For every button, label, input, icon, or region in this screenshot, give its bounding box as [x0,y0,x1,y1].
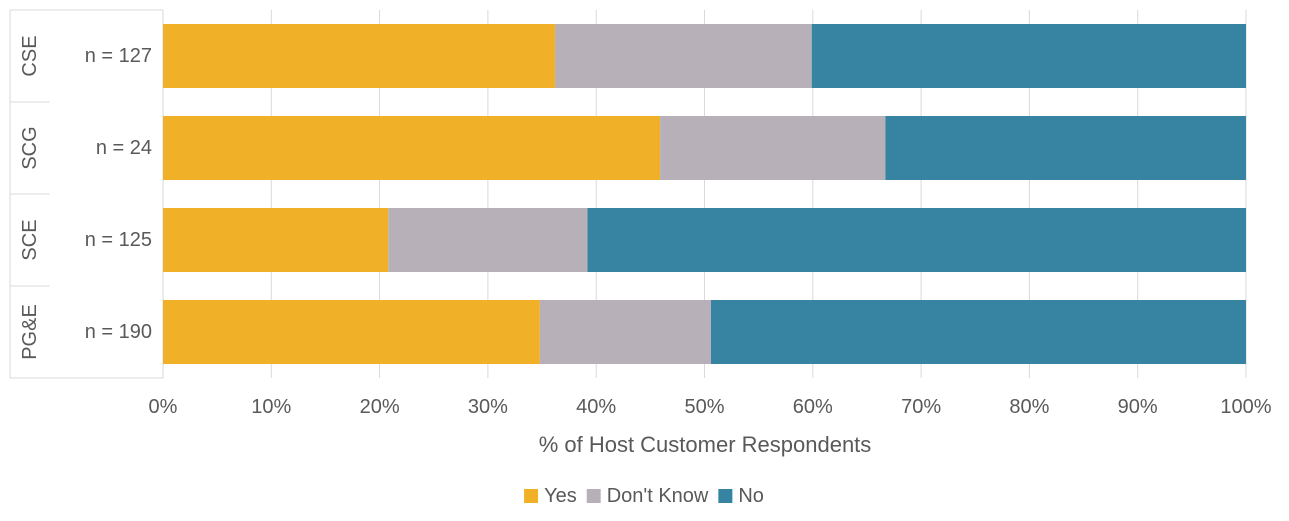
bar-don-t-know-cse [555,24,812,88]
bar-don-t-know-scg [660,116,886,180]
bars [163,24,1246,364]
bar-no-scg [885,116,1246,180]
x-tick-label: 100% [1220,396,1271,418]
category-labels: CSE n = 127 SCG n = 24 SCE n = 125 PG&E n = 190 [19,35,152,359]
sample-size-label: n = 24 [96,137,152,159]
bar-yes-pg-e [163,300,540,364]
sample-size-label: n = 190 [85,321,152,343]
category-label: SCG [19,126,41,169]
x-tick-label: 80% [1009,396,1049,418]
x-tick-label: 20% [360,396,400,418]
legend-swatch [524,489,539,503]
x-tick-label: 60% [793,396,833,418]
x-tick-label: 50% [684,396,724,418]
legend-label: No [738,485,764,507]
x-axis-ticks: 0% 10% 20% 30% 40% 50% 60% 70% 80% 90% 100% [149,396,1272,418]
bar-no-sce [587,208,1246,272]
x-tick-label: 70% [901,396,941,418]
bar-don-t-know-sce [388,208,588,272]
bar-yes-scg [163,116,661,180]
sample-size-label: n = 127 [85,45,152,67]
x-tick-label: 40% [576,396,616,418]
legend: Yes Don't Know No [524,485,764,507]
bar-yes-cse [163,24,556,88]
legend-label: Don't Know [607,485,709,507]
category-label: SCE [19,219,41,260]
x-tick-label: 10% [251,396,291,418]
legend-swatch [586,489,601,503]
category-frame [9,9,163,379]
bar-no-cse [811,24,1246,88]
legend-swatch [718,489,733,503]
x-tick-label: 0% [149,396,178,418]
x-tick-label: 30% [468,396,508,418]
legend-label: Yes [544,485,577,507]
bar-no-pg-e [710,300,1246,364]
category-label: CSE [19,35,41,76]
x-tick-label: 90% [1118,396,1158,418]
bar-don-t-know-pg-e [539,300,711,364]
sample-size-label: n = 125 [85,229,152,251]
x-axis-title: % of Host Customer Respondents [539,432,872,457]
bar-yes-sce [163,208,389,272]
category-label: PG&E [19,304,41,360]
